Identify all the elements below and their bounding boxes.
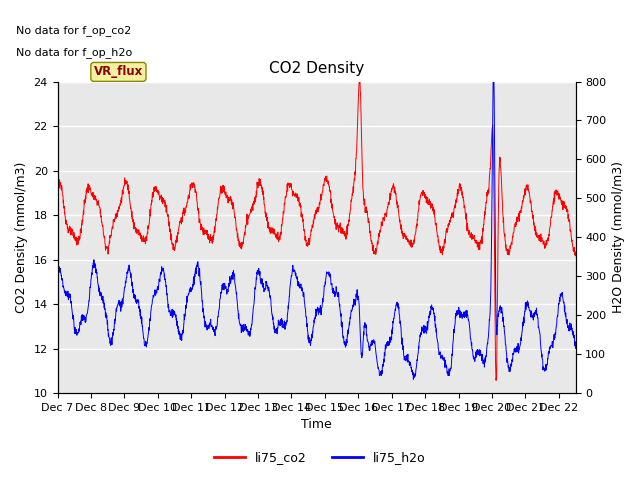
X-axis label: Time: Time	[301, 419, 332, 432]
Legend: li75_co2, li75_h2o: li75_co2, li75_h2o	[209, 446, 431, 469]
Text: No data for f_op_co2: No data for f_op_co2	[16, 25, 131, 36]
Text: No data for f_op_h2o: No data for f_op_h2o	[16, 47, 132, 58]
Y-axis label: CO2 Density (mmol/m3): CO2 Density (mmol/m3)	[15, 162, 28, 313]
Text: VR_flux: VR_flux	[94, 65, 143, 78]
Y-axis label: H2O Density (mmol/m3): H2O Density (mmol/m3)	[612, 161, 625, 313]
Title: CO2 Density: CO2 Density	[269, 61, 364, 76]
